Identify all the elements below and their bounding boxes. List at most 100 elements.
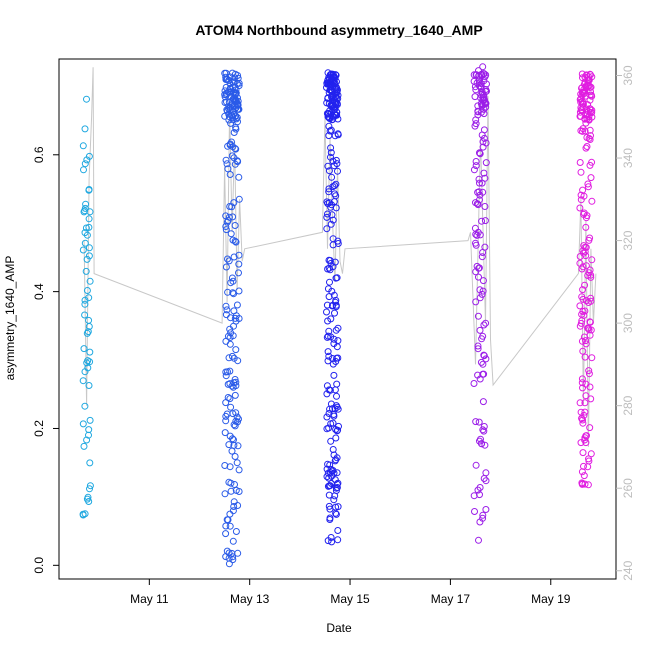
scatter-point	[472, 158, 480, 165]
scatter-point	[85, 186, 93, 193]
scatter-point	[332, 99, 340, 107]
scatter-point	[224, 255, 231, 263]
scatter-point	[582, 439, 590, 447]
scatter-point	[324, 348, 332, 356]
scatter-point	[81, 125, 89, 133]
scatter-point	[84, 328, 92, 336]
scatter-point	[479, 511, 487, 519]
scatter-point	[228, 447, 236, 455]
scatter-point	[231, 314, 239, 322]
scatter-point	[234, 357, 242, 365]
scatter-point	[481, 96, 488, 104]
scatter-point	[479, 398, 487, 406]
scatter-point	[325, 502, 333, 510]
scatter-point	[230, 253, 238, 261]
y2-tick-label: 280	[621, 395, 635, 415]
scatter-point	[221, 112, 229, 120]
scatter-point	[230, 102, 238, 110]
scatter-point	[235, 79, 243, 87]
scatter-point	[332, 71, 339, 79]
scatter-point	[230, 421, 238, 429]
x-axis-label: Date	[326, 621, 352, 635]
scatter-point	[480, 423, 488, 430]
scatter-point	[581, 434, 589, 442]
scatter-point	[80, 345, 88, 353]
scatter-point	[472, 120, 480, 128]
scatter-point	[479, 426, 487, 434]
scatter-point	[475, 418, 483, 426]
scatter-point	[79, 142, 87, 150]
scatter-point	[329, 216, 337, 224]
scatter-point	[230, 199, 238, 207]
scatter-point	[81, 239, 89, 247]
scatter-point	[479, 332, 487, 340]
scatter-point	[476, 484, 484, 491]
y-axis-right: 240 260 280 300 320 340 360	[616, 65, 635, 581]
scatter-point	[577, 439, 585, 447]
scatter-point	[334, 536, 342, 544]
scatter-point	[478, 70, 485, 78]
scatter-point	[479, 138, 487, 146]
scatter-point	[234, 442, 242, 450]
scatter-point	[587, 294, 595, 302]
scatter-point	[582, 144, 590, 152]
scatter-point	[323, 213, 331, 221]
scatter-point	[334, 130, 342, 138]
scatter-point	[85, 426, 93, 434]
scatter-point	[332, 426, 340, 433]
scatter-point	[587, 273, 595, 281]
scatter-point	[332, 434, 340, 442]
scatter-point	[226, 203, 234, 210]
scatter-point	[235, 195, 243, 203]
scatter-point	[225, 441, 233, 449]
scatter-point	[232, 238, 240, 246]
scatter-point	[331, 492, 339, 500]
y2-tick-label: 240	[621, 560, 635, 580]
scatter-point	[482, 506, 490, 513]
scatter-point	[229, 553, 237, 561]
scatter-point	[330, 411, 338, 418]
scatter-point	[474, 312, 482, 320]
scatter-point	[81, 300, 89, 308]
scatter-point	[476, 294, 484, 302]
scatter-point	[326, 386, 334, 394]
scatter-point	[231, 376, 239, 383]
scatter-point	[82, 200, 90, 208]
scatter-point	[323, 225, 331, 233]
scatter-point	[226, 522, 234, 530]
scatter-point	[479, 360, 487, 368]
scatter-point	[476, 518, 484, 526]
scatter-point	[582, 252, 590, 260]
scatter-point	[232, 346, 240, 354]
scatter-point	[584, 183, 592, 191]
scatter-point	[227, 279, 235, 287]
scatter-point	[325, 74, 333, 81]
scatter-point	[334, 167, 341, 175]
scatter-point	[579, 449, 587, 457]
scatter-point	[228, 382, 236, 390]
scatter-point	[578, 375, 586, 383]
scatter-point	[235, 82, 243, 90]
scatter-point	[229, 537, 237, 545]
scatter-point	[472, 241, 480, 249]
scatter-point	[586, 105, 594, 113]
scatter-point	[328, 201, 335, 209]
scatter-point	[470, 492, 478, 500]
scatter-point	[482, 139, 490, 147]
scatter-point	[586, 126, 594, 134]
scatter-point	[586, 266, 594, 274]
scatter-point	[480, 134, 488, 142]
scatter-point	[328, 112, 336, 120]
scatter-point	[226, 171, 234, 178]
scatter-point	[585, 370, 593, 378]
scatter-point	[327, 437, 335, 445]
scatter-point	[234, 158, 242, 166]
y2-tick-label: 300	[621, 313, 635, 333]
scatter-point	[477, 358, 485, 366]
scatter-point	[229, 556, 237, 564]
scatter-point	[325, 424, 333, 432]
scatter-point	[327, 259, 335, 267]
scatter-point	[227, 403, 235, 411]
scatter-point	[471, 224, 479, 232]
scatter-point	[332, 303, 340, 311]
